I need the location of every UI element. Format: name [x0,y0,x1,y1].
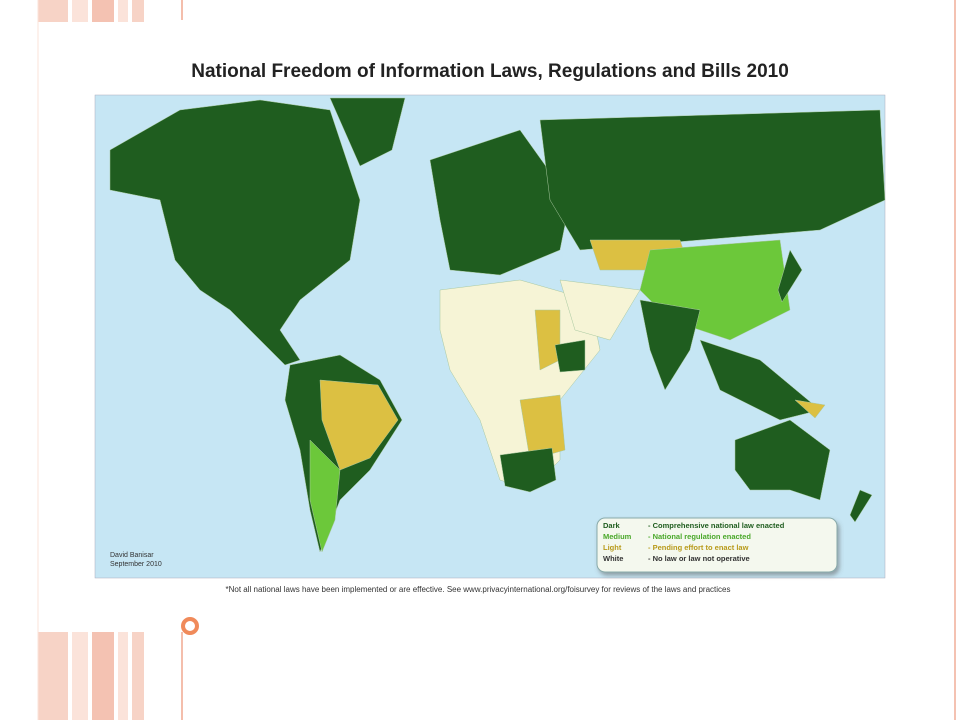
map-title: National Freedom of Information Laws, Re… [191,61,789,82]
footnote: *Not all national laws have been impleme… [226,585,731,594]
legend-text: - Pending effort to enact law [648,543,749,552]
slide-decoration [37,0,956,720]
legend-text: - National regulation enacted [648,532,751,541]
legend-key: Dark [603,521,621,530]
legend-key: Light [603,543,622,552]
world-map: David Banisar September 2010 Dark - Compr… [94,94,886,579]
legend-items: Dark - Comprehensive national law enacted… [603,521,785,563]
legend-key: Medium [603,532,632,541]
map-credit-date: September 2010 [110,561,162,568]
legend-key: White [603,554,623,563]
legend-text: - Comprehensive national law enacted [648,521,785,530]
legend: Dark - Comprehensive national law enacted… [596,517,838,573]
map-credit-author: David Banisar [110,552,154,559]
legend-text: - No law or law not operative [648,554,750,563]
